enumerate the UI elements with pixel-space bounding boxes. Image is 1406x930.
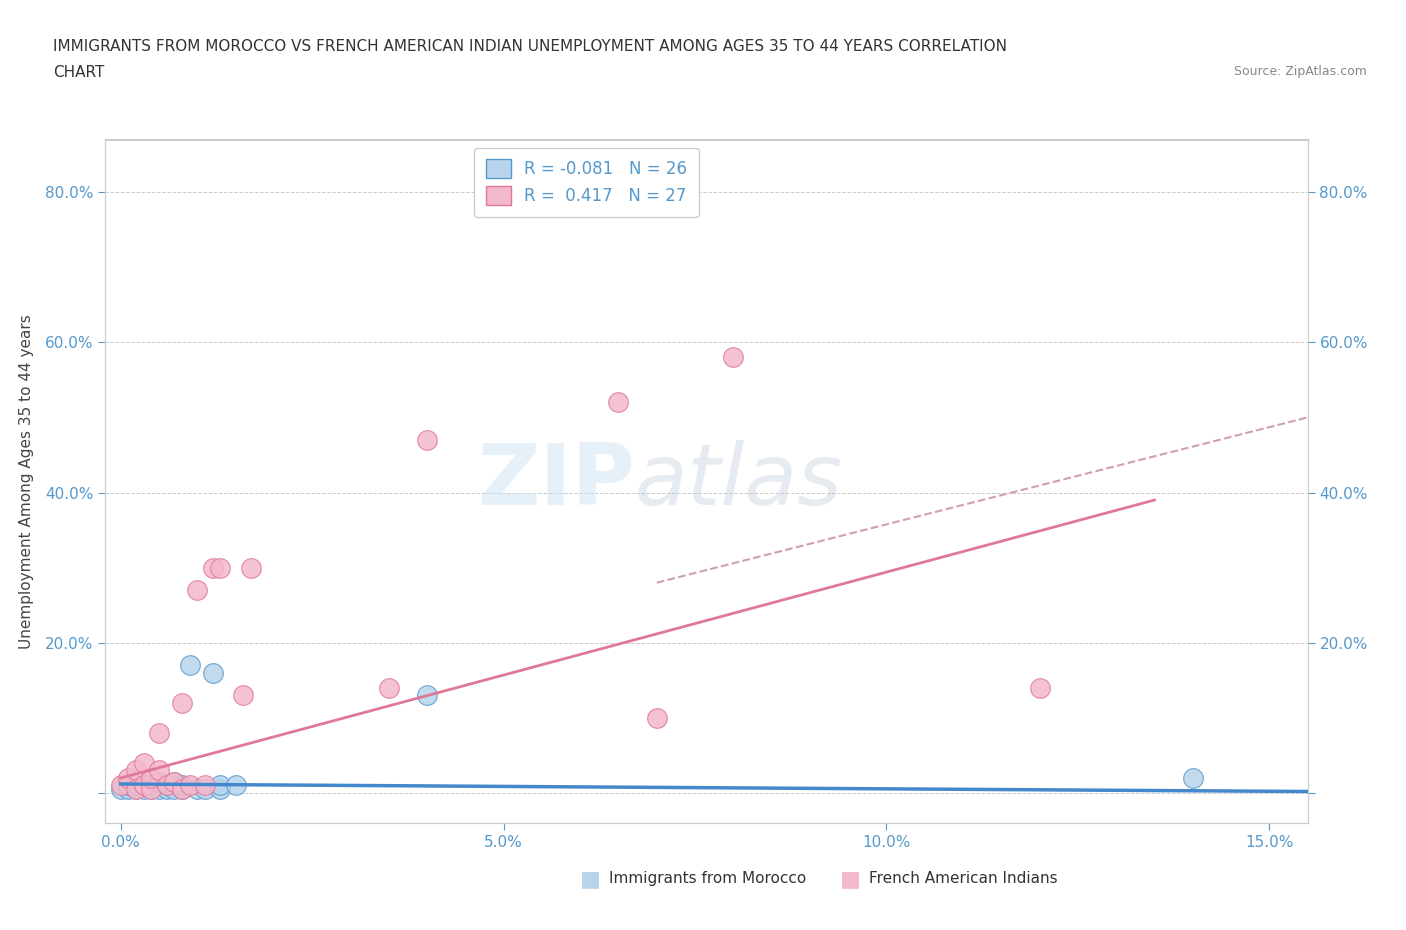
Point (163, 775, 186, 790)
Text: atlas: atlas (634, 440, 842, 523)
Point (125, 778, 148, 793)
Point (194, 778, 217, 793)
Point (232, 688, 254, 703)
Point (148, 775, 170, 790)
Text: CHART: CHART (53, 65, 105, 80)
Point (156, 782, 179, 797)
Point (194, 782, 217, 797)
Text: Source: ZipAtlas.com: Source: ZipAtlas.com (1233, 65, 1367, 78)
Point (201, 560, 224, 575)
Text: ZIP: ZIP (477, 440, 634, 523)
Point (170, 782, 193, 797)
Point (141, 778, 163, 793)
Text: French American Indians: French American Indians (869, 871, 1057, 886)
Point (125, 763, 148, 777)
Point (156, 778, 179, 793)
Point (148, 763, 170, 777)
Point (117, 782, 139, 797)
Point (117, 771, 139, 786)
Point (141, 771, 163, 786)
Point (377, 681, 399, 696)
Y-axis label: Unemployment Among Ages 35 to 44 years: Unemployment Among Ages 35 to 44 years (20, 314, 34, 648)
Text: ■: ■ (841, 869, 860, 889)
Point (132, 778, 155, 793)
Point (723, 350, 745, 365)
Point (201, 665, 224, 680)
Point (148, 725, 170, 740)
Point (170, 782, 193, 797)
Point (163, 775, 186, 790)
Point (156, 778, 179, 793)
Point (141, 782, 163, 797)
Point (170, 778, 193, 793)
Point (110, 778, 132, 793)
Point (125, 782, 148, 797)
Point (209, 560, 232, 575)
Text: Immigrants from Morocco: Immigrants from Morocco (609, 871, 806, 886)
Point (416, 432, 439, 447)
Text: IMMIGRANTS FROM MOROCCO VS FRENCH AMERICAN INDIAN UNEMPLOYMENT AMONG AGES 35 TO : IMMIGRANTS FROM MOROCCO VS FRENCH AMERIC… (53, 39, 1008, 54)
Point (125, 782, 148, 797)
Point (132, 782, 155, 797)
Point (209, 778, 232, 793)
Point (132, 778, 155, 793)
Legend: R = -0.081   N = 26, R =  0.417   N = 27: R = -0.081 N = 26, R = 0.417 N = 27 (474, 148, 699, 217)
Point (209, 782, 232, 797)
Point (416, 688, 439, 703)
Point (117, 778, 139, 793)
Point (141, 782, 163, 797)
Point (163, 782, 186, 797)
Point (148, 782, 170, 797)
Point (225, 778, 247, 793)
Point (170, 696, 193, 711)
Point (110, 782, 132, 797)
Point (607, 395, 630, 410)
Text: ■: ■ (581, 869, 600, 889)
Point (1181, 771, 1204, 786)
Point (186, 782, 208, 797)
Point (179, 778, 201, 793)
Point (645, 711, 668, 725)
Point (1028, 681, 1050, 696)
Point (132, 755, 155, 770)
Point (179, 658, 201, 672)
Point (186, 583, 208, 598)
Point (239, 560, 262, 575)
